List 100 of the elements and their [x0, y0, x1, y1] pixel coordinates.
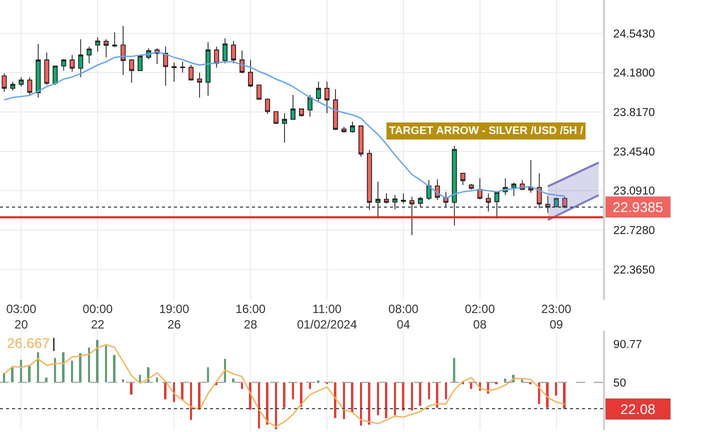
candlestick [536, 172, 542, 209]
candlestick [231, 40, 236, 64]
candlestick [290, 94, 296, 120]
candlestick [554, 197, 559, 208]
candlestick [426, 180, 432, 200]
candlestick [511, 182, 516, 196]
candlestick [341, 126, 346, 134]
candlestick [188, 64, 194, 82]
candlestick [358, 126, 364, 158]
y-tick-label: 22.7280 [613, 225, 655, 238]
candlestick [163, 46, 168, 86]
candlestick [104, 38, 109, 58]
bar [241, 382, 243, 389]
bar [164, 382, 166, 400]
bar [275, 382, 277, 430]
bar [394, 382, 396, 416]
candlestick [274, 111, 278, 124]
candlestick [206, 42, 211, 96]
bar [411, 382, 413, 411]
y-tick-label: 24.1800 [613, 68, 655, 80]
candlestick [468, 184, 474, 190]
candlestick [222, 38, 228, 64]
x-tick-label: 11:00 01/02/2024 [296, 302, 358, 332]
bar [190, 382, 192, 420]
bar [207, 367, 209, 382]
candlestick [265, 98, 270, 114]
bar [351, 382, 354, 412]
candlestick [70, 54, 75, 72]
candlestick [308, 94, 312, 118]
bar [292, 382, 294, 400]
candlestick [332, 88, 338, 130]
y-tick-label: 23.4540 [613, 146, 655, 158]
bar [377, 382, 379, 416]
candlestick [316, 81, 321, 102]
bar [402, 382, 404, 411]
candlestick [129, 60, 134, 83]
bar [181, 382, 184, 400]
annotation: TARGET ARROW - SILVER /USD /5H / [389, 125, 584, 137]
y-tick-label: 24.5430 [613, 28, 655, 40]
bar [266, 382, 268, 425]
candlestick [180, 61, 186, 74]
candlestick [400, 192, 406, 204]
bar [317, 380, 320, 383]
candlestick [36, 43, 41, 98]
bar [45, 378, 48, 382]
candlestick [324, 81, 330, 114]
bar [300, 382, 302, 407]
bar [122, 380, 124, 382]
candlestick [27, 76, 32, 96]
bar [224, 358, 226, 382]
candlestick [248, 60, 254, 88]
bar [334, 382, 336, 418]
candlestick [256, 84, 262, 100]
bar [198, 382, 200, 409]
bar [88, 348, 90, 382]
ref-line-label: 22.08 [620, 401, 656, 417]
y-tick-label: 22.3650 [613, 264, 655, 276]
candlestick [350, 121, 355, 134]
bar [130, 382, 132, 395]
y-tick-label: 90.77 [613, 339, 642, 352]
y-tick-label: 50 [613, 377, 626, 390]
bar [96, 340, 99, 382]
candlestick [299, 108, 304, 118]
bar [62, 352, 65, 382]
candlestick [409, 196, 414, 236]
candlestick [460, 172, 466, 186]
candlestick [138, 56, 143, 72]
bar [343, 382, 345, 419]
x-tick-label: 16:00 28 [236, 302, 266, 332]
candlestick [528, 160, 534, 194]
bar [54, 358, 56, 382]
annotation: 26.667 [7, 335, 50, 351]
x-tick-label: 23:00 09 [541, 302, 572, 332]
y-tick-label: 23.0910 [613, 186, 655, 198]
bar [555, 382, 558, 396]
bar [71, 360, 74, 382]
bar [445, 382, 447, 400]
candlestick [375, 181, 380, 219]
ref-line-label: 22.9385 [612, 199, 664, 215]
candlestick [384, 192, 389, 204]
bar [139, 374, 141, 382]
y-tick-label: 23.8170 [613, 106, 655, 119]
bar [360, 382, 362, 426]
candlestick [282, 112, 287, 144]
bar [11, 367, 14, 382]
bar [28, 365, 31, 382]
bar [79, 353, 82, 382]
bar [37, 352, 40, 382]
candlestick [240, 50, 245, 74]
annotation: | [52, 335, 56, 351]
bar [105, 346, 108, 382]
x-tick-label: 19:00 26 [159, 302, 190, 332]
bar [428, 382, 430, 400]
candlestick [52, 66, 58, 86]
bar [258, 382, 260, 428]
candlestick [44, 52, 50, 86]
candlestick [486, 192, 491, 212]
x-tick-label: 02:00 08 [464, 302, 496, 332]
candlestick [172, 62, 177, 82]
candlestick [452, 146, 457, 226]
